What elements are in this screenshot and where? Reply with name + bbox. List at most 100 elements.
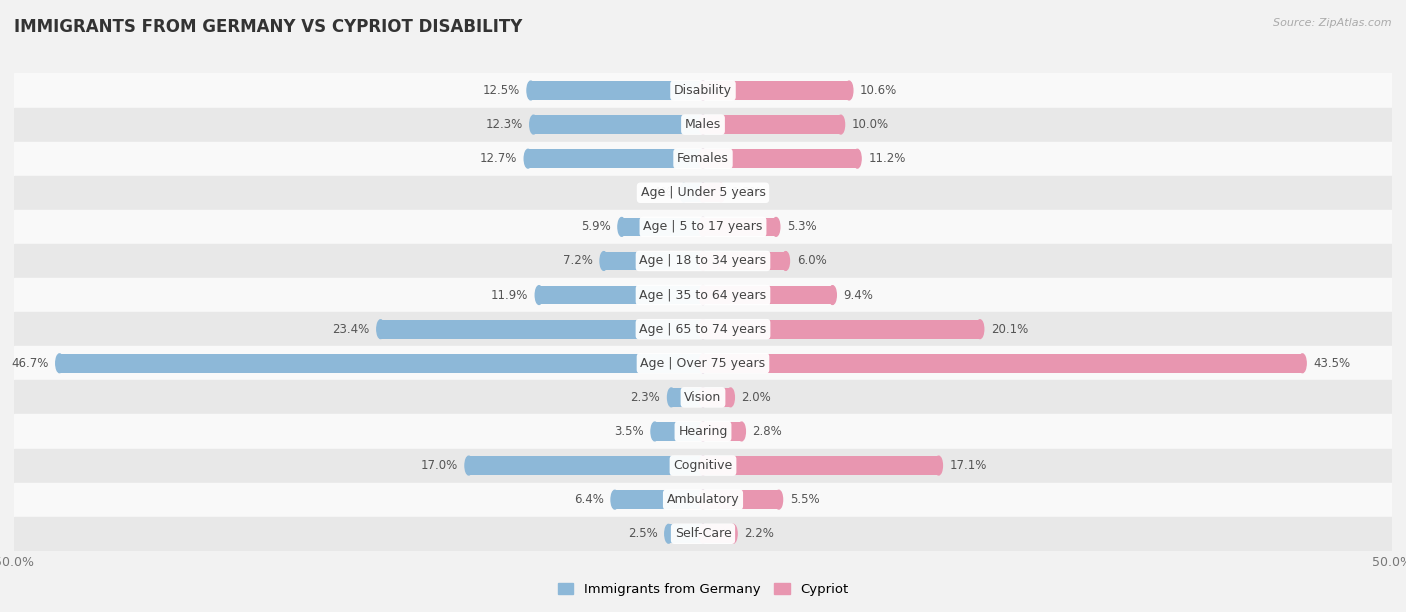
Circle shape [845, 81, 853, 100]
Circle shape [1299, 354, 1306, 373]
Bar [614, 490, 703, 509]
Circle shape [775, 490, 783, 509]
Circle shape [377, 320, 384, 338]
Text: Self-Care: Self-Care [675, 528, 731, 540]
Circle shape [699, 115, 707, 134]
Bar [14, 278, 1392, 312]
Bar [703, 524, 734, 543]
Text: 12.5%: 12.5% [482, 84, 520, 97]
Circle shape [668, 388, 675, 407]
Bar [703, 354, 1302, 373]
Bar [533, 115, 703, 134]
Circle shape [681, 184, 688, 202]
Text: 2.3%: 2.3% [630, 391, 661, 404]
Bar [703, 422, 741, 441]
Text: 12.7%: 12.7% [479, 152, 517, 165]
Bar [14, 449, 1392, 483]
Text: 6.4%: 6.4% [574, 493, 603, 506]
Bar [381, 320, 703, 338]
Bar [529, 149, 703, 168]
Legend: Immigrants from Germany, Cypriot: Immigrants from Germany, Cypriot [553, 578, 853, 602]
Text: 2.5%: 2.5% [628, 528, 658, 540]
Bar [703, 184, 721, 202]
Circle shape [524, 149, 531, 168]
Text: 1.4%: 1.4% [643, 186, 672, 200]
Circle shape [699, 456, 707, 475]
Bar [538, 286, 703, 304]
Text: 10.0%: 10.0% [852, 118, 889, 131]
Circle shape [617, 217, 626, 236]
Text: Age | Over 75 years: Age | Over 75 years [641, 357, 765, 370]
Bar [655, 422, 703, 441]
Text: 2.8%: 2.8% [752, 425, 782, 438]
Circle shape [738, 422, 745, 441]
Text: 2.2%: 2.2% [744, 528, 775, 540]
Text: Age | 5 to 17 years: Age | 5 to 17 years [644, 220, 762, 233]
Bar [14, 176, 1392, 210]
Circle shape [699, 217, 707, 236]
Text: 5.3%: 5.3% [787, 220, 817, 233]
Bar [703, 286, 832, 304]
Text: 43.5%: 43.5% [1313, 357, 1351, 370]
Bar [703, 115, 841, 134]
Bar [671, 388, 703, 407]
Circle shape [699, 320, 707, 338]
Circle shape [699, 252, 707, 271]
Bar [14, 312, 1392, 346]
Circle shape [837, 115, 845, 134]
Bar [603, 252, 703, 271]
Text: 12.3%: 12.3% [485, 118, 523, 131]
Text: Age | Under 5 years: Age | Under 5 years [641, 186, 765, 200]
Bar [14, 141, 1392, 176]
Circle shape [465, 456, 472, 475]
Bar [669, 524, 703, 543]
Text: 6.0%: 6.0% [797, 255, 827, 267]
Text: 11.2%: 11.2% [869, 152, 905, 165]
Bar [621, 217, 703, 236]
Circle shape [651, 422, 658, 441]
Circle shape [699, 422, 707, 441]
Text: Disability: Disability [673, 84, 733, 97]
Circle shape [699, 456, 707, 475]
Bar [703, 217, 776, 236]
Text: 20.1%: 20.1% [991, 323, 1028, 335]
Text: 11.9%: 11.9% [491, 289, 529, 302]
Circle shape [699, 388, 707, 407]
Text: Ambulatory: Ambulatory [666, 493, 740, 506]
Circle shape [56, 354, 63, 373]
Text: Age | 35 to 64 years: Age | 35 to 64 years [640, 289, 766, 302]
Circle shape [730, 524, 737, 543]
Bar [531, 81, 703, 100]
Circle shape [828, 286, 837, 304]
Text: 7.2%: 7.2% [562, 255, 593, 267]
Circle shape [699, 149, 707, 168]
Circle shape [699, 422, 707, 441]
Circle shape [699, 354, 707, 373]
Circle shape [600, 252, 607, 271]
Text: 5.9%: 5.9% [581, 220, 610, 233]
Text: IMMIGRANTS FROM GERMANY VS CYPRIOT DISABILITY: IMMIGRANTS FROM GERMANY VS CYPRIOT DISAB… [14, 18, 523, 36]
Circle shape [699, 490, 707, 509]
Bar [703, 456, 939, 475]
Circle shape [772, 217, 780, 236]
Circle shape [853, 149, 860, 168]
Bar [14, 414, 1392, 449]
Circle shape [699, 184, 707, 202]
Text: Age | 65 to 74 years: Age | 65 to 74 years [640, 323, 766, 335]
Text: 17.1%: 17.1% [949, 459, 987, 472]
Circle shape [717, 184, 724, 202]
Text: Cognitive: Cognitive [673, 459, 733, 472]
Text: 3.5%: 3.5% [614, 425, 644, 438]
Circle shape [699, 388, 707, 407]
Circle shape [699, 524, 707, 543]
Circle shape [699, 115, 707, 134]
Circle shape [727, 388, 734, 407]
Bar [703, 149, 858, 168]
Text: Females: Females [678, 152, 728, 165]
Text: 10.6%: 10.6% [860, 84, 897, 97]
Text: 5.5%: 5.5% [790, 493, 820, 506]
Bar [14, 108, 1392, 141]
Circle shape [699, 490, 707, 509]
Circle shape [782, 252, 789, 271]
Bar [14, 346, 1392, 380]
